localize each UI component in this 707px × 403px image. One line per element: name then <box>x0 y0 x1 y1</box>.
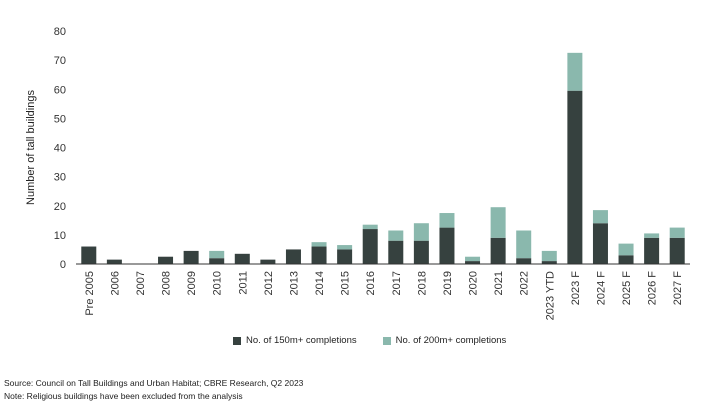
bar-150m <box>158 256 174 264</box>
bar-150m <box>209 258 225 264</box>
bar-200m <box>490 207 506 238</box>
legend-swatch-150m <box>233 336 241 345</box>
x-tick-label: 2023 F <box>570 271 582 306</box>
bar-150m <box>618 255 634 264</box>
footnotes: Source: Council on Tall Buildings and Ur… <box>4 377 303 403</box>
legend-label-200m: No. of 200m+ completions <box>395 335 507 346</box>
y-tick-label: 10 <box>54 230 66 242</box>
bar-150m <box>567 90 583 264</box>
bar-200m <box>592 210 608 224</box>
y-axis-label: Number of tall buildings <box>25 90 37 205</box>
x-tick-label: 2026 F <box>647 271 659 306</box>
x-tick-label: 2010 <box>212 271 224 295</box>
y-tick-label: 20 <box>54 201 66 213</box>
bar-200m <box>209 250 225 259</box>
bar-200m <box>413 223 429 241</box>
bar-150m <box>490 237 506 264</box>
x-tick-label: 2012 <box>263 271 275 295</box>
bar-150m <box>592 223 608 264</box>
bar-150m <box>81 246 97 264</box>
bar-200m <box>618 243 634 256</box>
legend: No. of 150m+ completions No. of 200m+ co… <box>233 335 506 346</box>
bar-200m <box>388 230 404 241</box>
bar-200m <box>669 227 685 238</box>
bar-150m <box>644 237 660 264</box>
bar-200m <box>362 224 378 230</box>
bar-200m <box>465 256 481 262</box>
bar-150m <box>541 261 557 264</box>
x-tick-label: 2020 <box>468 271 480 295</box>
x-tick-label: 2007 <box>135 271 147 295</box>
x-tick-label: 2021 <box>493 271 505 295</box>
legend-item-150m: No. of 150m+ completions <box>233 335 357 346</box>
bar-200m <box>439 213 455 228</box>
source-note: Source: Council on Tall Buildings and Ur… <box>4 378 304 388</box>
bar-150m <box>413 240 429 264</box>
y-tick-label: 30 <box>54 172 66 184</box>
x-tick-label: 2013 <box>288 271 300 295</box>
bar-150m <box>311 246 327 264</box>
bar-150m <box>285 249 301 264</box>
bar-200m <box>644 233 660 238</box>
bar-200m <box>541 250 557 262</box>
bar-150m <box>234 253 250 264</box>
bar-150m <box>439 227 455 264</box>
x-tick-label: 2022 <box>519 271 531 295</box>
x-tick-label: 2014 <box>314 271 326 295</box>
bar-200m <box>337 245 353 250</box>
bar-150m <box>669 237 685 264</box>
x-tick-label: 2008 <box>161 271 173 295</box>
bar-150m <box>388 240 404 264</box>
y-tick-label: 70 <box>54 55 66 67</box>
x-tick-label: 2025 F <box>621 271 633 306</box>
bar-150m <box>516 258 532 264</box>
bar-200m <box>311 242 327 247</box>
bar-150m <box>106 259 122 264</box>
x-tick-label: 2016 <box>365 271 377 295</box>
x-tick-label: 2023 YTD <box>544 271 556 320</box>
y-tick-label: 80 <box>54 26 66 38</box>
y-tick-label: 0 <box>60 259 66 271</box>
bar-150m <box>465 261 481 264</box>
y-tick-label: 50 <box>54 113 66 125</box>
x-tick-label: 2009 <box>186 271 198 295</box>
x-tick-label: 2024 F <box>595 271 607 306</box>
bar-150m <box>362 229 378 264</box>
bar-200m <box>567 52 583 91</box>
x-tick-label: Pre 2005 <box>84 271 96 316</box>
y-tick-label: 60 <box>54 84 66 96</box>
bar-150m <box>183 250 199 264</box>
x-tick-label: 2027 F <box>672 271 684 306</box>
y-tick-label: 40 <box>54 143 66 155</box>
legend-swatch-200m <box>382 336 391 345</box>
x-tick-label: 2017 <box>391 271 403 295</box>
x-tick-label: 2011 <box>237 271 249 295</box>
legend-label-150m: No. of 150m+ completions <box>246 335 357 346</box>
x-tick-label: 2006 <box>109 271 121 295</box>
x-tick-label: 2018 <box>416 271 428 295</box>
x-tick-label: 2015 <box>340 271 352 295</box>
bar-150m <box>337 249 353 264</box>
exclusion-note: Note: Religious buildings have been excl… <box>4 391 243 401</box>
legend-item-200m: No. of 200m+ completions <box>382 335 507 346</box>
bar-150m <box>260 259 276 264</box>
bar-200m <box>516 230 532 259</box>
x-tick-label: 2019 <box>442 271 454 295</box>
